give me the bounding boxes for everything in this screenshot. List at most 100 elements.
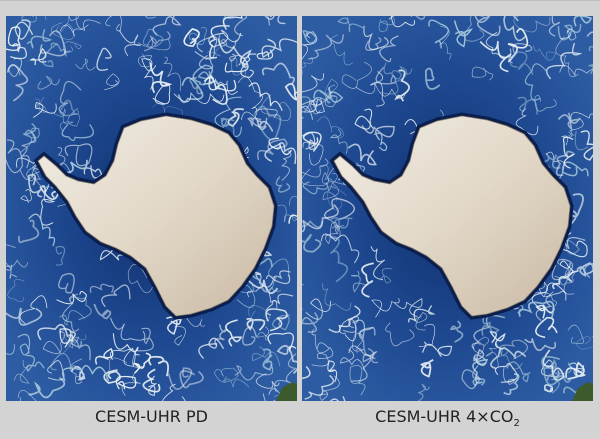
eddy-streak bbox=[546, 42, 583, 80]
eddy-streak bbox=[313, 91, 333, 108]
eddy-streak bbox=[63, 41, 82, 53]
eddy-streak bbox=[256, 326, 270, 341]
eddy-streak bbox=[485, 342, 499, 368]
eddy-streak bbox=[311, 346, 334, 367]
eddy-streak bbox=[141, 58, 157, 90]
eddy-streak bbox=[26, 168, 51, 189]
eddy-streak bbox=[322, 172, 339, 200]
eddy-streak bbox=[302, 96, 311, 128]
eddy-streak bbox=[50, 352, 81, 371]
eddy-streak bbox=[247, 117, 268, 128]
eddy-streak bbox=[83, 165, 103, 179]
eddy-streak bbox=[257, 138, 288, 161]
eddy-streak bbox=[373, 132, 388, 152]
eddy-streak bbox=[565, 131, 589, 151]
eddy-streak bbox=[375, 66, 397, 85]
eddy-streak bbox=[415, 311, 428, 331]
eddy-streak bbox=[93, 303, 112, 320]
eddy-streak bbox=[508, 43, 533, 64]
eddy-streak bbox=[378, 16, 395, 32]
eddy-streak bbox=[14, 19, 34, 40]
eddy-streak bbox=[29, 47, 47, 66]
eddy-streak bbox=[20, 189, 32, 203]
eddy-streak bbox=[542, 349, 565, 381]
eddy-streak bbox=[351, 270, 368, 293]
eddy-streak bbox=[177, 76, 204, 104]
eddy-streak bbox=[173, 92, 225, 104]
eddy-streak bbox=[20, 127, 40, 153]
eddy-streak bbox=[42, 331, 66, 354]
eddy-streak bbox=[513, 16, 551, 33]
eddy-streak bbox=[115, 375, 137, 390]
eddy-streak bbox=[310, 97, 325, 114]
eddy-streak bbox=[42, 42, 59, 68]
eddy-streak bbox=[541, 356, 561, 386]
eddy-streak bbox=[361, 262, 374, 298]
eddy-streak bbox=[490, 347, 527, 370]
eddy-streak bbox=[461, 365, 482, 390]
eddy-streak bbox=[316, 116, 344, 139]
eddy-streak bbox=[256, 120, 274, 132]
eddy-streak bbox=[567, 324, 584, 345]
eddy-streak bbox=[148, 355, 169, 377]
eddy-streak bbox=[6, 307, 43, 326]
eddy-streak bbox=[50, 22, 74, 40]
eddy-streak bbox=[7, 279, 25, 303]
eddy-streak bbox=[555, 36, 579, 77]
eddy-streak bbox=[288, 195, 297, 206]
eddy-streak bbox=[214, 78, 238, 95]
eddy-streak bbox=[503, 366, 516, 385]
eddy-streak bbox=[339, 348, 366, 371]
eddy-streak bbox=[524, 63, 548, 101]
eddy-streak bbox=[142, 368, 161, 393]
eddy-streak bbox=[167, 367, 193, 390]
eddy-streak bbox=[137, 53, 153, 68]
eddy-streak bbox=[557, 23, 582, 41]
eddy-streak bbox=[264, 16, 286, 25]
eddy-streak bbox=[69, 339, 91, 361]
eddy-streak bbox=[34, 96, 48, 113]
eddy-streak bbox=[121, 351, 143, 396]
eddy-streak bbox=[106, 357, 128, 384]
map-panel-4xco2 bbox=[302, 16, 593, 401]
eddy-streak bbox=[220, 117, 235, 129]
eddy-streak bbox=[474, 16, 501, 36]
eddy-streak bbox=[453, 20, 473, 48]
eddy-streak bbox=[311, 328, 330, 354]
eddy-streak bbox=[62, 293, 80, 332]
eddy-streak bbox=[408, 305, 436, 323]
eddy-streak bbox=[481, 313, 500, 336]
land-corner bbox=[572, 382, 593, 401]
eddy-streak bbox=[162, 383, 186, 401]
eddy-streak bbox=[13, 359, 30, 384]
eddy-streak bbox=[425, 67, 441, 90]
eddy-streak bbox=[148, 375, 158, 397]
eddy-streak bbox=[534, 95, 557, 112]
eddy-streak bbox=[302, 181, 329, 195]
eddy-streak bbox=[6, 344, 15, 355]
eddy-streak bbox=[261, 62, 295, 85]
eddy-streak bbox=[104, 73, 120, 91]
eddy-streak bbox=[550, 362, 572, 394]
eddy-streak bbox=[524, 338, 557, 352]
eddy-streak bbox=[370, 246, 386, 281]
eddy-streak bbox=[561, 161, 589, 177]
eddy-streak bbox=[371, 298, 400, 318]
eddy-streak bbox=[28, 173, 43, 198]
eddy-streak bbox=[143, 30, 171, 52]
eddy-streak bbox=[551, 258, 574, 281]
eddy-streak bbox=[342, 315, 360, 333]
eddy-streak bbox=[560, 28, 577, 41]
eddy-streak bbox=[302, 141, 324, 166]
eddy-streak bbox=[555, 150, 574, 177]
eddy-streak bbox=[101, 284, 131, 308]
eddy-streak bbox=[272, 314, 290, 331]
ocean-flow-visualization-4xco2 bbox=[302, 16, 593, 401]
eddy-streak bbox=[206, 46, 221, 59]
eddy-streak bbox=[485, 31, 512, 58]
eddy-streak bbox=[327, 360, 338, 383]
eddy-streak bbox=[19, 295, 48, 325]
eddy-streak bbox=[347, 143, 378, 166]
eddy-streak bbox=[531, 282, 567, 310]
eddy-streak bbox=[69, 358, 83, 385]
